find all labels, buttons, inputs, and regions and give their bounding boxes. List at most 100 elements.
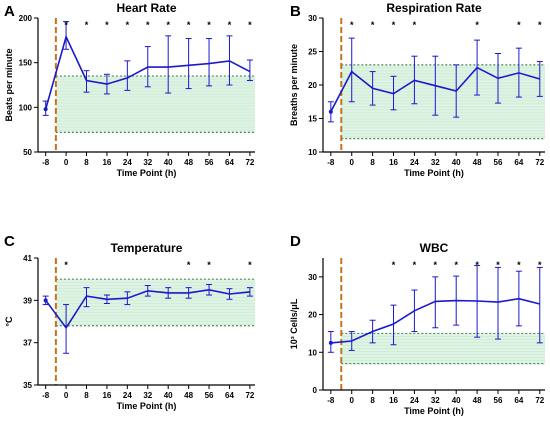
y-tick-label: 35 [23, 381, 32, 390]
significance-marker: * [85, 20, 89, 30]
x-tick-label: 40 [164, 391, 173, 400]
x-axis-label: Time Point (h) [117, 168, 177, 178]
x-tick-label: 16 [102, 391, 111, 400]
y-axis-label: °C [4, 316, 14, 327]
y-tick-label: 150 [19, 59, 33, 68]
y-tick-label: 41 [23, 254, 32, 263]
x-tick-label: -8 [327, 158, 335, 167]
x-tick-label: 24 [410, 396, 419, 405]
x-tick-label: 32 [143, 158, 152, 167]
reference-band [341, 64, 545, 139]
x-tick-label: 64 [514, 158, 523, 167]
x-tick-label: 48 [184, 391, 193, 400]
y-axis-label: 10³ Cells/μL [289, 298, 299, 349]
significance-marker: * [248, 20, 252, 30]
x-tick-label: 48 [184, 158, 193, 167]
panel-letter: A [4, 3, 15, 20]
x-tick-label: 16 [389, 396, 398, 405]
x-tick-label: 48 [473, 396, 482, 405]
significance-marker: * [187, 260, 191, 270]
y-tick-label: 100 [19, 103, 33, 112]
y-tick-label: 39 [23, 296, 32, 305]
chart-panel-b: B Respiration Rate 10 15 20 25 30 -8 0 8 16 24 32 40 4… [289, 1, 545, 178]
y-tick-label: 20 [308, 311, 317, 320]
panel-letter: C [4, 233, 15, 250]
significance-marker: * [413, 20, 417, 30]
significance-marker: * [166, 20, 170, 30]
x-tick-label: 32 [431, 158, 440, 167]
significance-marker: * [248, 260, 252, 270]
panel-letter: D [290, 233, 301, 250]
y-axis-label: Breaths per minute [289, 44, 299, 126]
x-tick-label: 24 [123, 158, 132, 167]
x-tick-label: 56 [494, 396, 503, 405]
x-axis-label: Time Point (h) [404, 406, 464, 416]
y-tick-label: 30 [308, 14, 317, 23]
x-tick-label: 64 [225, 391, 234, 400]
x-tick-label: 0 [350, 396, 355, 405]
significance-marker: * [146, 20, 150, 30]
x-tick-label: 8 [84, 391, 89, 400]
data-point [328, 340, 333, 345]
x-tick-label: -8 [42, 158, 50, 167]
significance-marker: * [64, 260, 68, 270]
x-tick-label: 40 [164, 158, 173, 167]
y-tick-label: 25 [308, 48, 317, 57]
y-tick-label: 20 [308, 81, 317, 90]
data-point [43, 298, 48, 303]
y-tick-label: 10 [308, 348, 317, 357]
significance-marker: * [228, 20, 232, 30]
significance-marker: * [538, 260, 542, 270]
significance-marker: * [434, 260, 438, 270]
x-tick-label: 0 [64, 391, 69, 400]
y-tick-label: 200 [19, 14, 33, 23]
y-tick-label: 10 [308, 148, 317, 157]
x-tick-label: 24 [123, 391, 132, 400]
x-tick-label: 32 [431, 396, 440, 405]
data-point [43, 107, 48, 112]
chart-panel-d: D WBC 0 10 20 30 -8 0 8 16 24 32 40 48 56 64 72 Time Poin… [289, 233, 545, 416]
x-tick-label: 16 [389, 158, 398, 167]
significance-marker: * [350, 20, 354, 30]
series-line [45, 288, 250, 330]
x-tick-label: 48 [473, 158, 482, 167]
x-tick-label: 72 [535, 158, 544, 167]
y-tick-label: 30 [308, 273, 317, 282]
x-axis-label: Time Point (h) [404, 168, 464, 178]
x-axis-label: Time Point (h) [117, 401, 177, 411]
significance-marker: * [517, 260, 521, 270]
y-tick-label: 50 [23, 148, 32, 157]
significance-marker: * [475, 260, 479, 270]
series-line [44, 34, 251, 110]
significance-marker: * [475, 20, 479, 30]
panel-letter: B [290, 3, 301, 20]
x-tick-label: 16 [102, 158, 111, 167]
significance-marker: * [392, 260, 396, 270]
x-tick-label: 8 [370, 158, 375, 167]
x-tick-label: 8 [370, 396, 375, 405]
chart-title: Respiration Rate [386, 1, 482, 15]
x-tick-label: 72 [535, 396, 544, 405]
x-tick-label: 24 [410, 158, 419, 167]
x-tick-label: 56 [205, 391, 214, 400]
x-tick-label: 72 [245, 391, 254, 400]
chart-panel-a: A Heart Rate 50 100 150 200 -8 0 8 16 24 32 40 48 56 64… [4, 1, 255, 178]
chart-title: Heart Rate [116, 1, 176, 15]
x-tick-label: -8 [327, 396, 335, 405]
x-tick-label: 0 [350, 158, 355, 167]
significance-marker: * [207, 260, 211, 270]
significance-marker: * [413, 260, 417, 270]
y-tick-label: 15 [308, 115, 317, 124]
significance-marker: * [126, 20, 130, 30]
x-tick-label: 32 [143, 391, 152, 400]
chart-title: Temperature [111, 241, 183, 255]
x-tick-label: 8 [84, 158, 89, 167]
significance-marker: * [517, 20, 521, 30]
x-tick-label: -8 [42, 391, 50, 400]
significance-marker: * [454, 260, 458, 270]
x-tick-label: 72 [245, 158, 254, 167]
significance-marker: * [538, 20, 542, 30]
y-tick-label: 0 [313, 386, 318, 395]
x-tick-label: 40 [452, 396, 461, 405]
